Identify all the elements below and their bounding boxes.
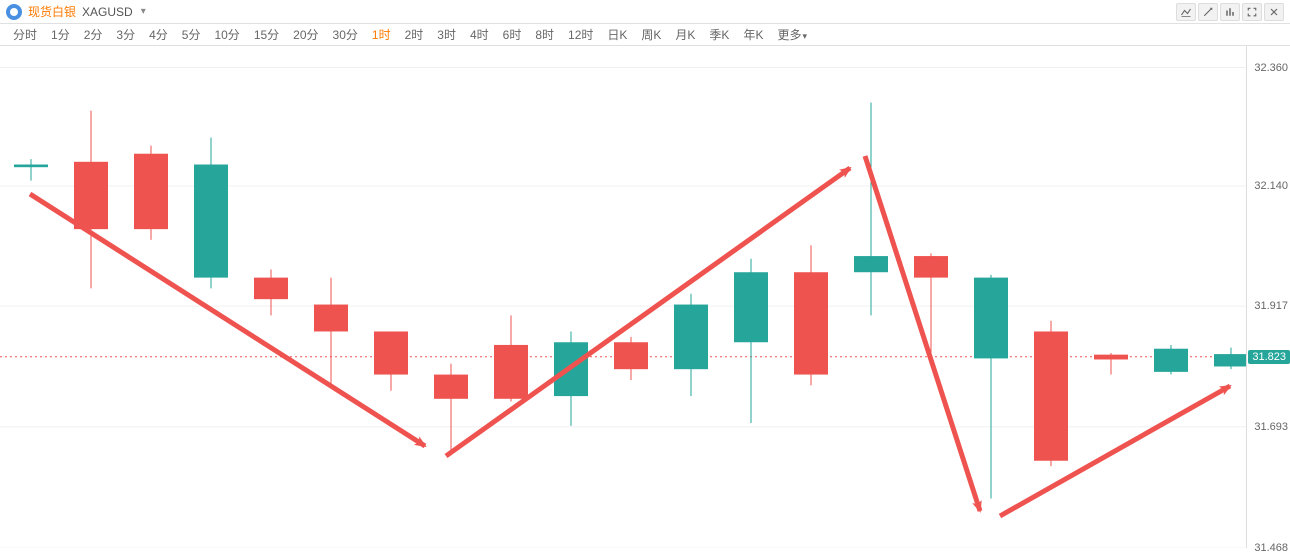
timeframe-2分[interactable]: 2分 (77, 26, 110, 43)
timeframe-周K[interactable]: 周K (634, 26, 668, 43)
candlestick-chart[interactable] (0, 46, 1246, 548)
timeframe-4时[interactable]: 4时 (463, 26, 496, 43)
price-axis[interactable]: 32.36032.14031.91731.69331.46831.823 (1246, 46, 1290, 548)
timeframe-分时[interactable]: 分时 (6, 26, 44, 43)
price-tick: 32.140 (1254, 180, 1288, 192)
current-price-tag: 31.823 (1248, 350, 1290, 364)
timeframe-月K[interactable]: 月K (668, 26, 702, 43)
timeframe-季K[interactable]: 季K (702, 26, 736, 43)
indicator-button[interactable] (1176, 3, 1196, 21)
draw-button[interactable] (1198, 3, 1218, 21)
header-tools (1176, 3, 1284, 21)
price-tick: 32.360 (1254, 62, 1288, 74)
price-tick: 31.917 (1254, 300, 1288, 312)
fullscreen-button[interactable] (1242, 3, 1262, 21)
timeframe-30分[interactable]: 30分 (326, 26, 365, 43)
chart-header: 现货白银 XAGUSD ▾ (0, 0, 1290, 24)
timeframe-3分[interactable]: 3分 (109, 26, 142, 43)
timeframe-2时[interactable]: 2时 (398, 26, 431, 43)
price-tick: 31.468 (1254, 542, 1288, 554)
timeframe-8时[interactable]: 8时 (528, 26, 561, 43)
timeframe-日K[interactable]: 日K (600, 26, 634, 43)
close-button[interactable] (1264, 3, 1284, 21)
compare-button[interactable] (1220, 3, 1240, 21)
ticker-symbol[interactable]: XAGUSD (82, 5, 133, 19)
symbol-name[interactable]: 现货白银 (28, 3, 76, 20)
timeframe-更多[interactable]: 更多▾ (770, 26, 814, 43)
timeframe-年K[interactable]: 年K (736, 26, 770, 43)
timeframe-10分[interactable]: 10分 (207, 26, 246, 43)
timeframe-4分[interactable]: 4分 (142, 26, 175, 43)
timeframe-5分[interactable]: 5分 (175, 26, 208, 43)
timeframe-3时[interactable]: 3时 (430, 26, 463, 43)
timeframe-bar: 分时1分2分3分4分5分10分15分20分30分1时2时3时4时6时8时12时日… (0, 24, 1290, 46)
timeframe-15分[interactable]: 15分 (247, 26, 286, 43)
chart-area[interactable]: 32.36032.14031.91731.69331.46831.823 (0, 46, 1290, 548)
logo-icon (6, 4, 22, 20)
dropdown-caret-icon[interactable]: ▾ (141, 6, 146, 17)
price-tick: 31.693 (1254, 421, 1288, 433)
timeframe-12时[interactable]: 12时 (561, 26, 600, 43)
timeframe-1分[interactable]: 1分 (44, 26, 77, 43)
header-left: 现货白银 XAGUSD ▾ (6, 3, 146, 20)
timeframe-6时[interactable]: 6时 (496, 26, 529, 43)
timeframe-1时[interactable]: 1时 (365, 26, 398, 43)
timeframe-20分[interactable]: 20分 (286, 26, 325, 43)
